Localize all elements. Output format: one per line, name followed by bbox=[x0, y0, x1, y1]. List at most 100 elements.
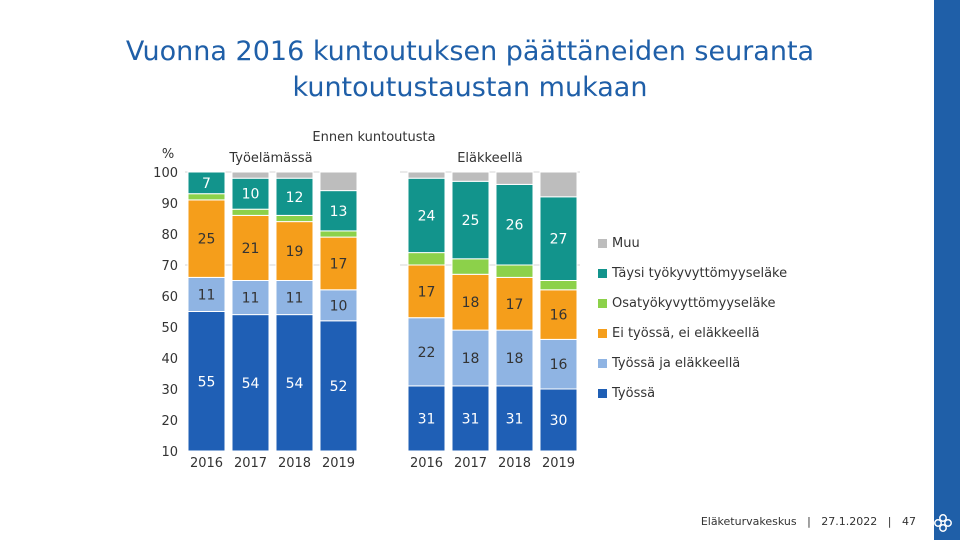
legend-swatch bbox=[598, 268, 607, 278]
y-tick-label: 50 bbox=[161, 321, 178, 336]
bar-segment bbox=[407, 252, 446, 266]
bar-segment bbox=[319, 190, 358, 232]
bar-segment bbox=[187, 171, 226, 195]
data-label: 30 bbox=[550, 413, 568, 429]
group-label: Eläkkeellä bbox=[457, 151, 523, 166]
bar-segment bbox=[451, 171, 490, 182]
bar-segment bbox=[407, 264, 446, 319]
legend-item: Täysi työkyvyttömyyseläke bbox=[598, 258, 787, 288]
y-tick-label: 20 bbox=[161, 414, 178, 429]
legend-label: Ei työssä, ei eläkkeellä bbox=[612, 325, 760, 341]
y-tick-label: 30 bbox=[161, 383, 178, 398]
bar-segment bbox=[187, 199, 226, 278]
y-tick-label: 80 bbox=[161, 228, 178, 243]
bar-segment bbox=[539, 196, 578, 281]
legend-label: Muu bbox=[612, 235, 640, 251]
data-label: 31 bbox=[462, 411, 480, 427]
data-label: 24 bbox=[418, 208, 436, 224]
x-tick-label: 2018 bbox=[498, 456, 531, 471]
data-label: 11 bbox=[198, 287, 216, 303]
footer-separator: | bbox=[807, 515, 811, 528]
chart-title: Ennen kuntoutusta bbox=[312, 130, 435, 145]
bar-segment bbox=[275, 221, 314, 282]
footer-date: 27.1.2022 bbox=[821, 515, 878, 528]
title-line-1: Vuonna 2016 kuntoutuksen päättäneiden se… bbox=[125, 36, 815, 67]
legend-swatch bbox=[598, 298, 607, 308]
bar-segment bbox=[231, 314, 270, 452]
legend-label: Täysi työkyvyttömyyseläke bbox=[612, 265, 788, 281]
data-label: 17 bbox=[418, 284, 436, 300]
flower-logo-icon bbox=[934, 514, 952, 532]
data-label: 55 bbox=[198, 374, 216, 390]
data-label: 18 bbox=[462, 351, 480, 367]
x-tick-label: 2017 bbox=[454, 456, 487, 471]
y-tick-label: 90 bbox=[161, 197, 178, 212]
data-label: 13 bbox=[330, 204, 348, 220]
bar-segment bbox=[407, 385, 446, 452]
bar-segment bbox=[231, 280, 270, 316]
bar-segment bbox=[451, 385, 490, 452]
data-label: 54 bbox=[286, 376, 304, 392]
y-tick-label: 60 bbox=[161, 290, 178, 305]
data-label: 25 bbox=[198, 232, 216, 248]
legend-item: Työssä ja eläkkeellä bbox=[598, 348, 787, 378]
legend-item: Muu bbox=[598, 228, 787, 258]
x-tick-label: 2016 bbox=[410, 456, 443, 471]
data-label: 21 bbox=[242, 241, 260, 257]
bar-segment bbox=[319, 171, 358, 192]
legend-swatch bbox=[598, 328, 607, 338]
data-label: 11 bbox=[286, 291, 304, 307]
bar-segment bbox=[407, 171, 446, 179]
data-label: 18 bbox=[506, 351, 524, 367]
data-label: 17 bbox=[330, 256, 348, 272]
y-tick-label: 100 bbox=[153, 166, 178, 181]
data-label: 52 bbox=[330, 379, 348, 395]
data-label: 10 bbox=[242, 187, 260, 203]
bar-segment bbox=[539, 388, 578, 452]
legend-item: Osatyökyvyttömyyseläke bbox=[598, 288, 787, 318]
bar-segment bbox=[275, 177, 314, 216]
legend-swatch bbox=[598, 238, 607, 248]
data-label: 27 bbox=[550, 232, 568, 248]
bar-segment bbox=[495, 329, 534, 387]
bar-segment bbox=[319, 230, 358, 238]
legend-label: Työssä bbox=[612, 385, 656, 401]
legend-item: Ei työssä, ei eläkkeellä bbox=[598, 318, 787, 348]
bar-segment bbox=[495, 183, 534, 266]
data-label: 31 bbox=[418, 411, 436, 427]
x-tick-label: 2019 bbox=[322, 456, 355, 471]
bar-segment bbox=[539, 280, 578, 291]
bar-segment bbox=[495, 385, 534, 452]
legend-swatch bbox=[598, 388, 607, 398]
bar-segment bbox=[187, 193, 226, 201]
y-tick-label: 40 bbox=[161, 352, 178, 367]
title-line-2: kuntoutustaustan mukaan bbox=[292, 72, 648, 103]
data-label: 17 bbox=[506, 297, 524, 313]
footer-page-number: 47 bbox=[902, 515, 916, 528]
data-label: 10 bbox=[330, 298, 348, 314]
bar-segment bbox=[231, 171, 270, 179]
bar-segment bbox=[231, 208, 270, 216]
data-label: 12 bbox=[286, 190, 304, 206]
bar-segment bbox=[539, 338, 578, 390]
bar-segment bbox=[187, 276, 226, 312]
chart-legend: Muu Täysi työkyvyttömyyseläke Osatyökyvytt… bbox=[598, 228, 787, 408]
bar-segment bbox=[539, 171, 578, 198]
legend-item: Työssä bbox=[598, 378, 787, 408]
data-label: 16 bbox=[550, 308, 568, 324]
group-gap bbox=[356, 170, 400, 453]
bar-segment bbox=[495, 171, 534, 185]
data-label: 25 bbox=[462, 213, 480, 229]
bar-segment bbox=[407, 177, 446, 254]
data-label: 19 bbox=[286, 244, 304, 260]
x-tick-label: 2017 bbox=[234, 456, 267, 471]
bar-segment bbox=[495, 264, 534, 278]
y-tick-label: 10 bbox=[161, 445, 178, 460]
bar-segment bbox=[319, 289, 358, 322]
bar-segment bbox=[275, 171, 314, 179]
bar-segment bbox=[275, 214, 314, 223]
y-axis-label: % bbox=[162, 147, 174, 162]
legend-label: Osatyökyvyttömyyseläke bbox=[612, 295, 776, 311]
data-label: 7 bbox=[202, 176, 211, 192]
